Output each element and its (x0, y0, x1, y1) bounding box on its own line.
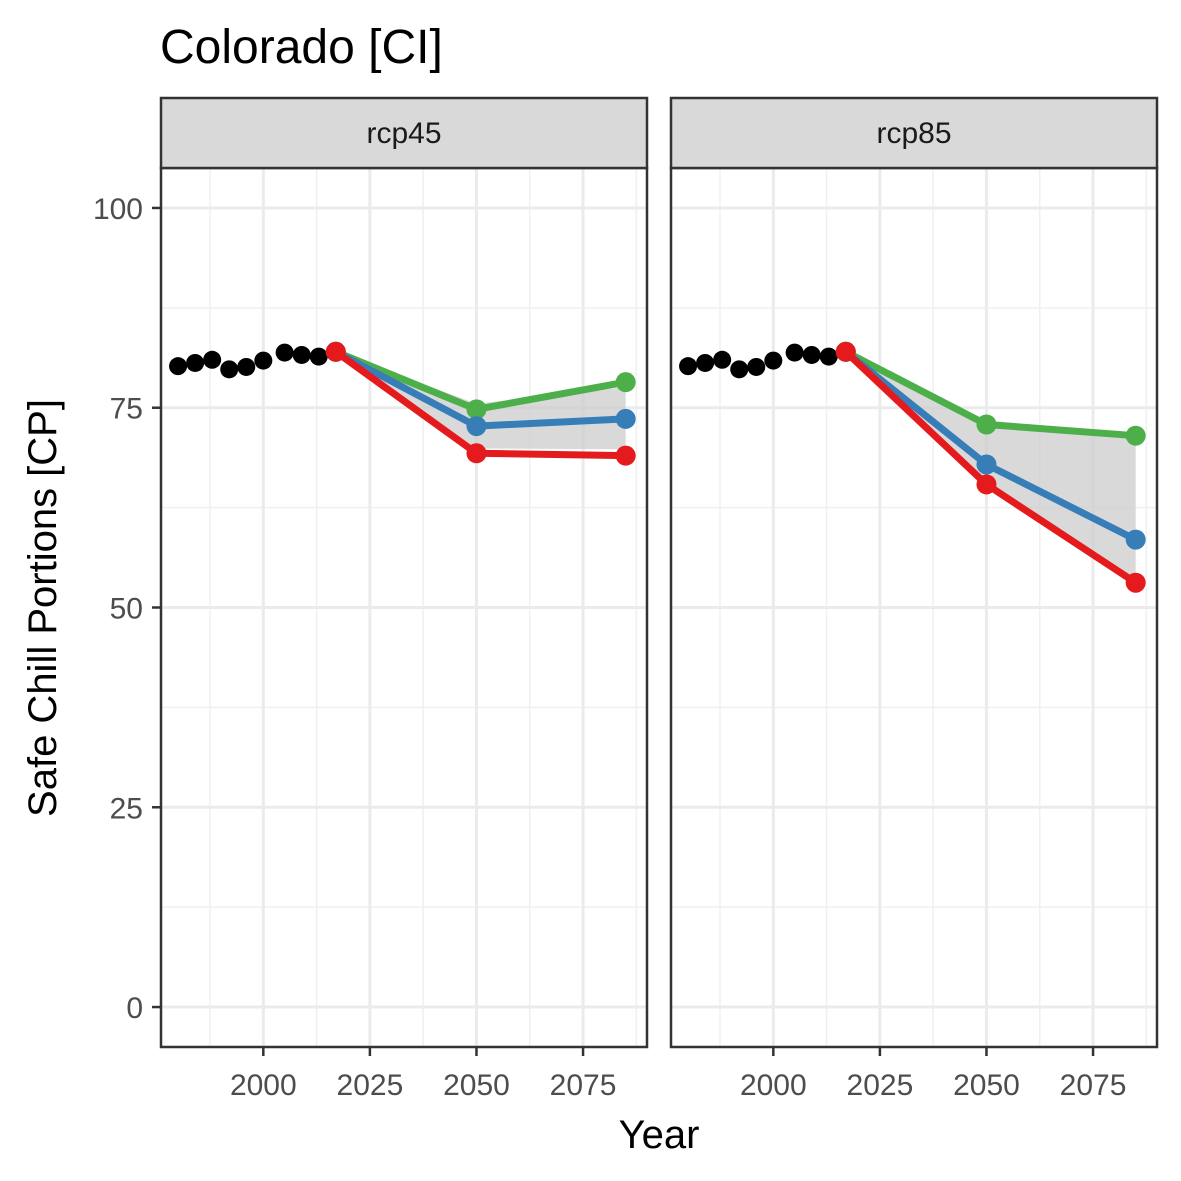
strip-box (159, 96, 649, 170)
strip-label: rcp85 (876, 117, 951, 150)
series-point (615, 408, 636, 429)
historic-point (747, 357, 766, 376)
historic-point (254, 351, 273, 370)
y-tick-label: 0 (126, 992, 143, 1025)
series-point (466, 416, 487, 437)
series-point (835, 341, 856, 362)
series-point (325, 341, 346, 362)
y-tick-label: 25 (110, 792, 143, 825)
historic-point (802, 345, 821, 364)
series-point (1125, 425, 1146, 446)
series-point (466, 399, 487, 420)
y-tick-label: 100 (93, 193, 143, 226)
historic-point (237, 357, 256, 376)
x-tick-label: 2050 (953, 1069, 1020, 1102)
series-low (325, 341, 636, 466)
y-tick-label: 50 (110, 593, 143, 626)
historic-point (309, 347, 328, 366)
historic-point (696, 353, 715, 372)
x-tick-label: 2075 (550, 1069, 617, 1102)
x-tick-label: 2025 (847, 1069, 914, 1102)
historic-point (730, 360, 749, 379)
series-point (976, 454, 997, 475)
grid (671, 168, 1157, 1047)
x-axis-rcp85: 2000 2025 2050 2075 (740, 1047, 1126, 1102)
x-tick-label: 2000 (230, 1069, 297, 1102)
historic-point (679, 357, 698, 376)
y-tick-label: 75 (110, 393, 143, 426)
series-point (1125, 529, 1146, 550)
series-high (325, 341, 636, 420)
panel-rcp85: rcp85 2000 2025 2050 2075 (669, 96, 1159, 1102)
historic-point (713, 350, 732, 369)
x-tick-label: 2050 (443, 1069, 510, 1102)
panel-rcp45: rcp45 2000 2025 2050 2075 (159, 96, 649, 1102)
series-low (835, 341, 1146, 593)
historic-point (203, 350, 222, 369)
grid (161, 168, 647, 1047)
x-tick-label: 2000 (740, 1069, 807, 1102)
historic-point (764, 351, 783, 370)
historic-series (679, 342, 855, 379)
historic-point (785, 343, 804, 362)
series-point (1125, 572, 1146, 593)
x-tick-label: 2075 (1060, 1069, 1127, 1102)
historic-point (220, 360, 239, 379)
series-point (976, 414, 997, 435)
chart-title: Colorado [CI] (160, 21, 443, 74)
historic-point (819, 347, 838, 366)
series-point (615, 372, 636, 393)
series-point (466, 443, 487, 464)
x-axis-rcp45: 2000 2025 2050 2075 (230, 1047, 616, 1102)
historic-point (275, 343, 294, 362)
x-axis-title: Year (619, 1113, 700, 1157)
y-axis: 0 25 50 75 100 (93, 193, 161, 1025)
series-point (615, 445, 636, 466)
historic-point (292, 345, 311, 364)
x-tick-label: 2025 (337, 1069, 404, 1102)
historic-point (169, 357, 188, 376)
historic-point (186, 353, 205, 372)
strip-box (669, 96, 1159, 170)
y-axis-title: Safe Chill Portions [CP] (21, 399, 65, 817)
strip-label: rcp45 (366, 117, 441, 150)
series-point (976, 474, 997, 495)
